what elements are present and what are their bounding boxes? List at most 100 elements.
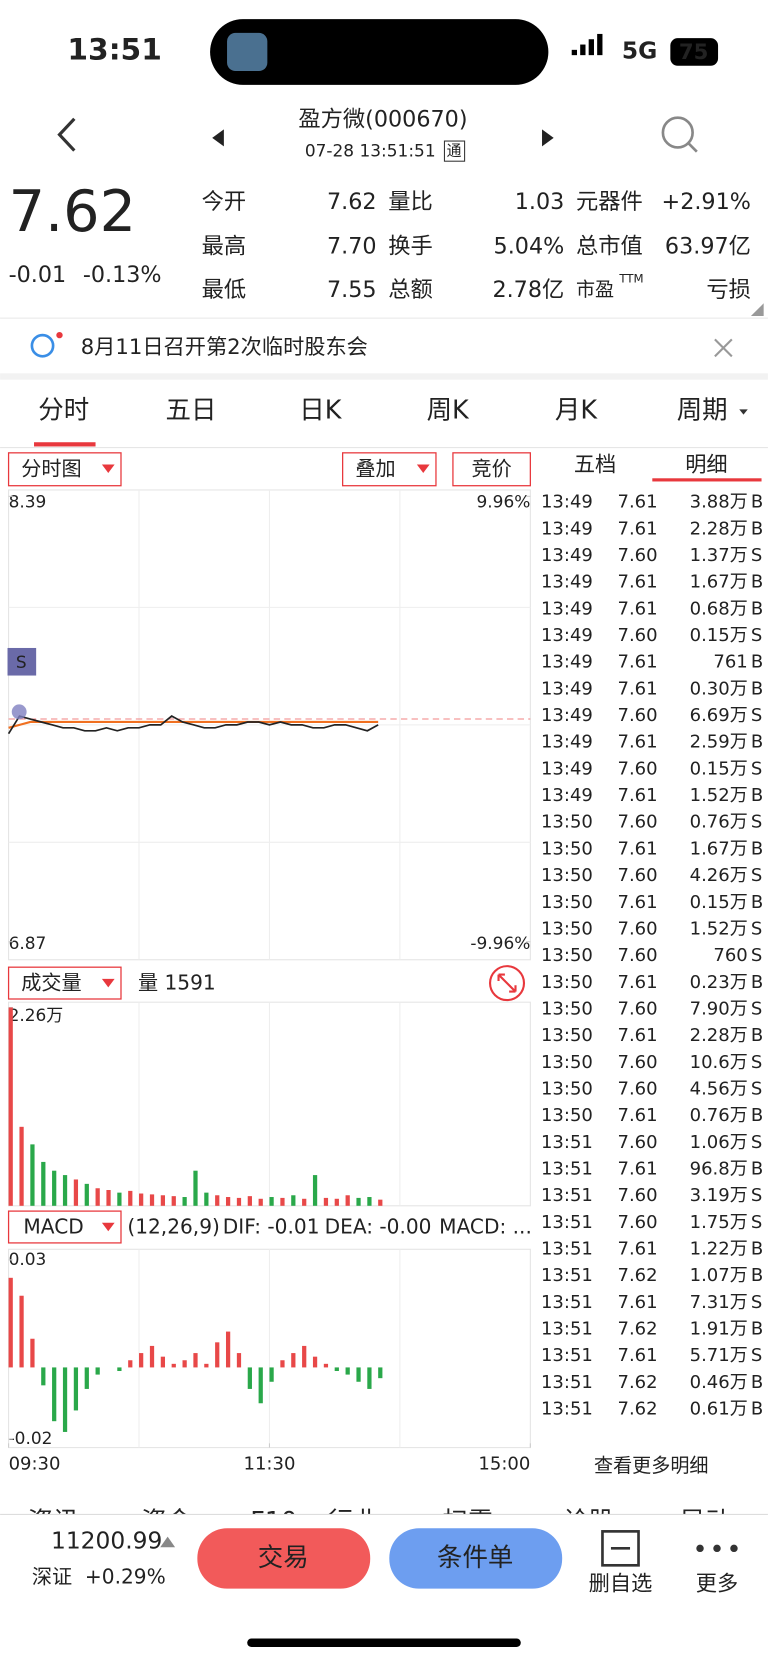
search-button[interactable]: [661, 116, 694, 149]
trade-side: S: [751, 1212, 762, 1233]
macd-bar: [345, 1367, 350, 1375]
tab[interactable]: 月K: [555, 395, 598, 425]
macd-bar: [41, 1367, 46, 1386]
macd-bar: [62, 1367, 68, 1432]
trade-time: 13:51: [541, 1185, 593, 1206]
expand-button[interactable]: [488, 965, 526, 1002]
badge: 通: [447, 143, 462, 160]
macd-tick-label: 0.03: [9, 1249, 47, 1269]
more-label[interactable]: 更多: [696, 1571, 738, 1596]
trade-side: B: [751, 1158, 763, 1179]
trade-label[interactable]: 交易: [258, 1543, 309, 1573]
timestamp: 07-28 13:51:51: [305, 141, 436, 161]
trade-price: 7.61: [617, 1025, 657, 1046]
trade-time: 13:50: [541, 812, 593, 833]
y2-tick-label: -9.96%: [470, 933, 530, 953]
trade-time: 13:50: [541, 838, 593, 859]
macd-bar: [312, 1356, 318, 1368]
more-trades[interactable]: 查看更多明细: [594, 1455, 708, 1477]
remove-icon[interactable]: [601, 1530, 640, 1567]
trade-volume: 7.31万: [690, 1292, 748, 1313]
tab-underline: [34, 442, 96, 447]
volume-box[interactable]: [7, 966, 122, 1000]
trade-side: B: [751, 678, 763, 699]
condition-label[interactable]: 条件单: [437, 1543, 513, 1573]
volume-bar: [117, 1192, 122, 1206]
volume-bar: [258, 1198, 263, 1206]
close-notice[interactable]: [714, 338, 733, 358]
tab[interactable]: 日K: [299, 395, 342, 425]
side-tab[interactable]: 明细: [685, 453, 727, 478]
trade-price: 7.61: [617, 732, 657, 753]
stat-value: 7.62: [327, 189, 377, 215]
macd-box[interactable]: [7, 1210, 122, 1244]
tab[interactable]: 分时: [38, 395, 89, 425]
volume-bar: [182, 1197, 187, 1206]
trade-volume: 0.46万: [690, 1372, 748, 1393]
trade-price: 7.62: [617, 1372, 657, 1393]
trade-time: 13:49: [541, 705, 593, 726]
volume-bar: [139, 1193, 144, 1206]
volume-bar: [160, 1195, 166, 1206]
back-button[interactable]: [57, 117, 76, 152]
trade-side: B: [751, 972, 763, 993]
next-stock[interactable]: [542, 129, 554, 147]
signal-bar: [588, 39, 594, 56]
macd-bar: [215, 1342, 220, 1368]
macd-bar: [117, 1367, 122, 1372]
trade-time: 13:49: [541, 572, 593, 593]
volume-bar: [269, 1197, 274, 1206]
trade-price: 7.60: [617, 758, 657, 779]
tab[interactable]: 五日: [166, 395, 217, 425]
trade-price: 7.60: [617, 1052, 657, 1073]
notice-dot: [56, 331, 63, 339]
condition-button[interactable]: [389, 1528, 563, 1589]
trade-volume: 0.15万: [690, 892, 748, 913]
more-dot[interactable]: [730, 1544, 738, 1553]
auction-toggle-box[interactable]: [452, 452, 531, 487]
volume-bar: [193, 1170, 198, 1206]
stat-value: 亏损: [706, 277, 751, 303]
volume-bar: [149, 1194, 155, 1206]
macd-bar: [204, 1363, 209, 1368]
volume-tick-label: 2.26万: [9, 1005, 64, 1025]
side-tab[interactable]: 五档: [574, 453, 616, 478]
more-dot: [696, 1544, 704, 1553]
stat-value: 2.78亿: [492, 277, 564, 303]
trade-side: S: [751, 705, 762, 726]
trade-volume: 2.59万: [690, 732, 748, 753]
trade-price: 7.60: [617, 545, 657, 566]
trade-time: 13:50: [541, 892, 593, 913]
trade-price: 7.60: [617, 865, 657, 886]
trade-volume: 0.68万: [690, 598, 748, 619]
trade-button[interactable]: [197, 1528, 371, 1589]
trade-time: 13:51: [541, 1372, 593, 1393]
trade-volume: 0.15万: [690, 625, 748, 646]
trade-volume: 1.67万: [690, 838, 748, 859]
trade-side: B: [751, 732, 763, 753]
macd-bar: [95, 1367, 100, 1375]
macd-bar: [236, 1353, 242, 1368]
trade-volume: 7.90万: [690, 998, 748, 1019]
chart-select-box[interactable]: [7, 452, 122, 487]
caret: [101, 1222, 115, 1232]
macd-params: (12,26,9): [127, 1215, 220, 1239]
volume-select: 成交量: [21, 971, 81, 995]
trade-side: B: [751, 652, 763, 673]
trade-time: 13:50: [541, 972, 593, 993]
trade-time: 13:49: [541, 652, 593, 673]
app-icon: [227, 32, 268, 72]
tab[interactable]: 周期: [677, 395, 728, 425]
trade-side: S: [751, 545, 762, 566]
overlay-select-box[interactable]: [342, 452, 437, 487]
trade-volume: 4.26万: [690, 865, 748, 886]
tab[interactable]: 周K: [427, 395, 470, 425]
trade-side: S: [751, 1078, 762, 1099]
prev-stock[interactable]: [212, 129, 224, 147]
trade-volume: 761: [713, 652, 747, 673]
x-tick-label: 09:30: [9, 1454, 61, 1475]
overlay-select: 叠加: [355, 456, 395, 480]
remove-label[interactable]: 删自选: [589, 1571, 653, 1596]
auction-toggle: 竞价: [472, 456, 512, 480]
last-price: 7.62: [9, 178, 136, 245]
